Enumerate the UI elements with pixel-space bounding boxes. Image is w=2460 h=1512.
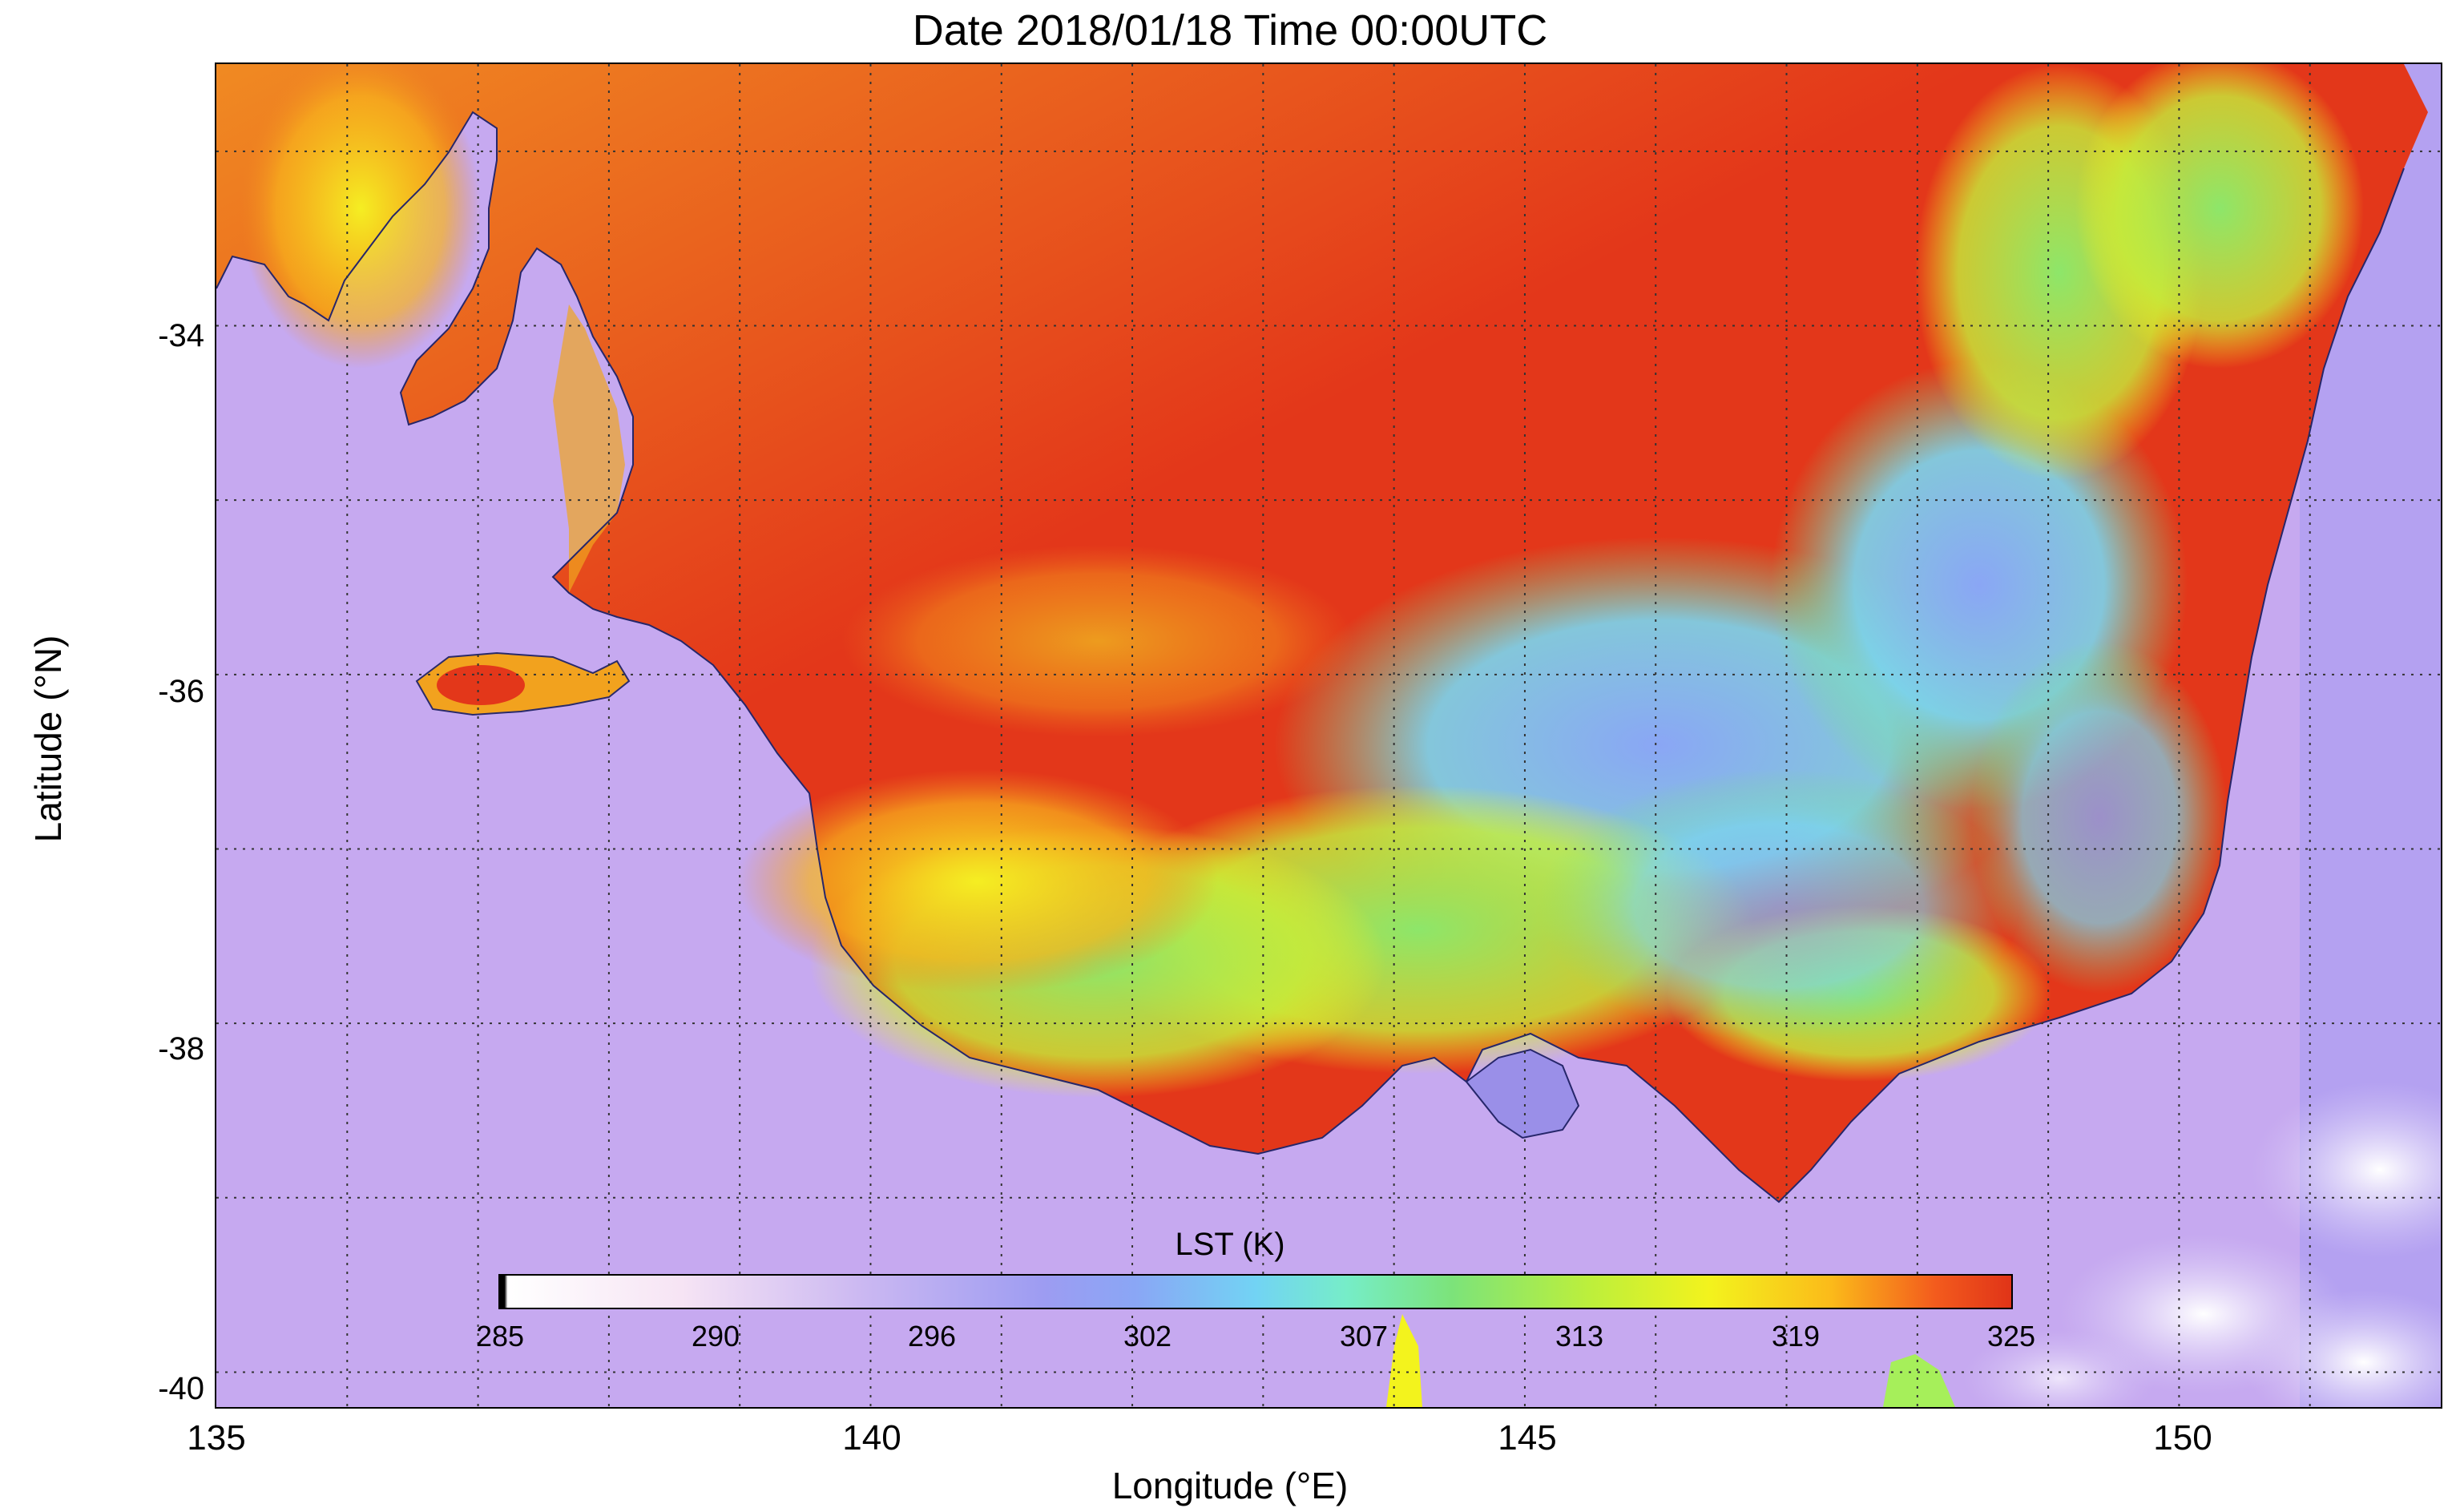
- colorbar-tick: 296: [907, 1320, 957, 1353]
- x-axis-label: Longitude (°E): [0, 1465, 2460, 1506]
- x-tick-label: 145: [1498, 1418, 1557, 1458]
- y-tick-label: -36: [158, 674, 204, 709]
- colorbar-tick: 325: [1986, 1320, 2036, 1353]
- lst-map: [215, 62, 2442, 1409]
- y-tick-label: -34: [158, 318, 204, 353]
- island-bottom-right: [1883, 1354, 1955, 1407]
- colorbar-tick: 302: [1123, 1320, 1172, 1353]
- colorbar-tick: 319: [1771, 1320, 1821, 1353]
- x-tick-label: 135: [187, 1418, 246, 1458]
- island-bottom-left: [1386, 1314, 1422, 1407]
- y-tick-label: -40: [158, 1371, 204, 1406]
- graticule: [216, 64, 2441, 1407]
- port-phillip-bay: [1465, 1048, 1580, 1139]
- x-axis-label-text: Longitude (°E): [1111, 1465, 1349, 1506]
- map-title: Date 2018/01/18 Time 00:00UTC: [912, 6, 1548, 54]
- colorbar-tick: 313: [1555, 1320, 1604, 1353]
- colorbar-tick: 285: [475, 1320, 525, 1353]
- peninsula: [553, 304, 625, 593]
- x-tick-label: 140: [842, 1418, 901, 1458]
- y-tick-label: -38: [158, 1031, 204, 1066]
- colorbar-tick: 290: [691, 1320, 740, 1353]
- y-axis-label: Latitude (°N): [27, 635, 69, 843]
- colorbar-title: LST (K): [1175, 1227, 1285, 1262]
- colorbar: [498, 1274, 2013, 1309]
- colorbar-tick: 307: [1339, 1320, 1389, 1353]
- x-tick-label: 150: [2153, 1418, 2212, 1458]
